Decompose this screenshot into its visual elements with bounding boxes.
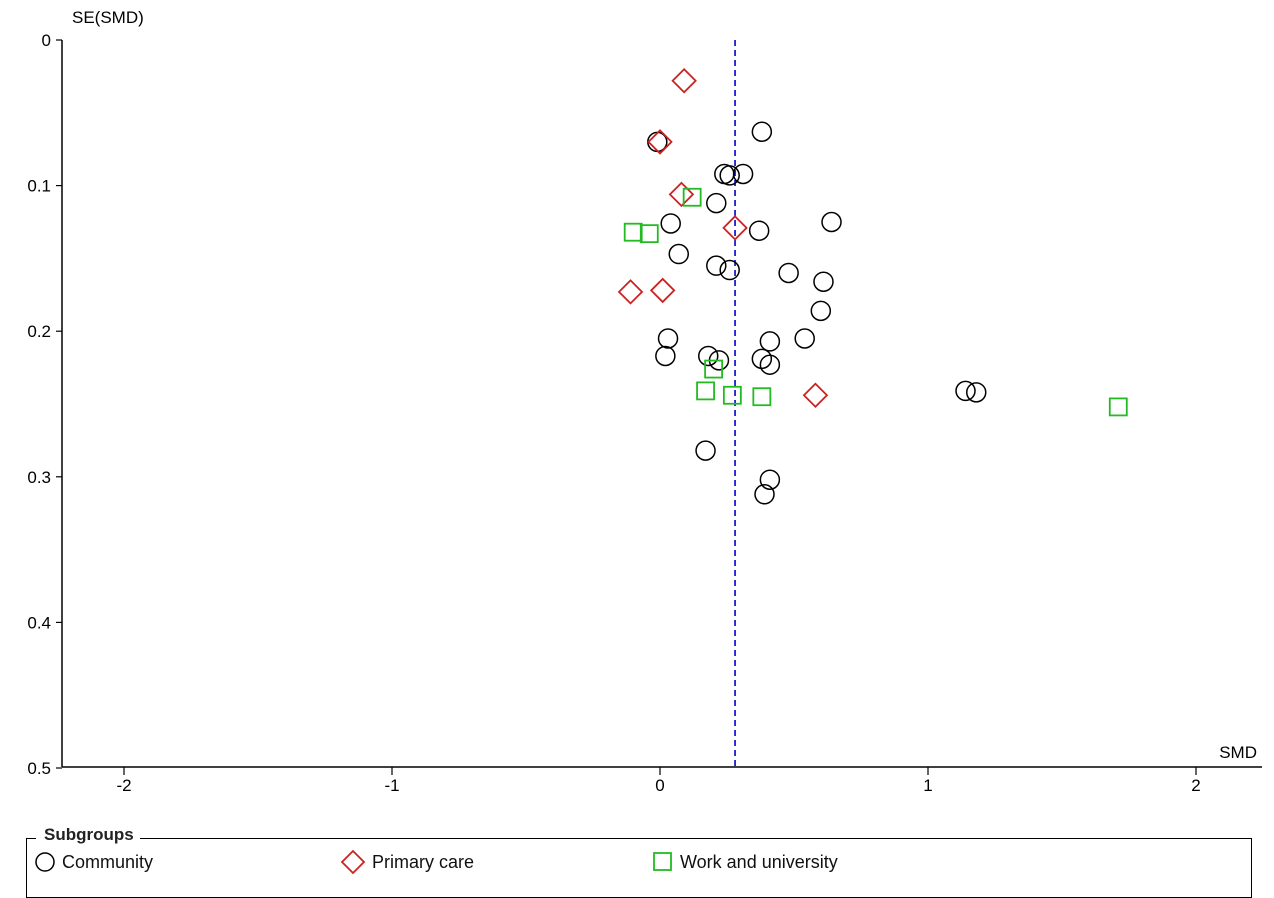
point-community [810, 300, 832, 322]
diamond-marker-icon [340, 849, 366, 875]
y-tick-label: 0 [42, 31, 51, 50]
point-community [759, 331, 781, 352]
point-community [748, 220, 770, 241]
point-community [719, 259, 740, 281]
square-marker-icon [653, 852, 672, 871]
point-work-and-university [696, 381, 715, 401]
point-community [794, 328, 815, 349]
point-community [813, 271, 834, 292]
legend-item-work-and-university: Work and university [652, 850, 838, 874]
y-axis-label: SE(SMD) [72, 8, 144, 27]
legend-item-primary-care: Primary care [340, 849, 475, 875]
y-tick-label: 0.4 [27, 613, 51, 632]
y-tick-label: 0.1 [27, 177, 51, 196]
point-community [732, 163, 754, 185]
x-tick-label: 2 [1191, 776, 1200, 795]
legend-title: Subgroups [36, 824, 140, 846]
data-points-layer [617, 67, 1128, 505]
point-community [754, 484, 775, 505]
x-tick-label: 0 [655, 776, 664, 795]
point-community [965, 382, 987, 403]
point-community [668, 243, 690, 265]
point-community [821, 211, 842, 233]
point-community [751, 121, 773, 142]
point-work-and-university [704, 359, 723, 379]
point-primary-care [671, 67, 697, 94]
point-primary-care [617, 279, 644, 305]
legend-item-community: Community [34, 850, 153, 874]
point-work-and-university [752, 387, 772, 407]
point-community [655, 345, 676, 367]
point-community [759, 354, 781, 375]
point-community [759, 469, 781, 490]
circle-marker-icon [35, 852, 55, 872]
point-work-and-university [1108, 397, 1128, 417]
x-axis-label: SMD [1219, 743, 1257, 762]
legend-label-work-and-university: Work and university [680, 851, 838, 872]
point-work-and-university [623, 222, 643, 242]
x-tick-label: -1 [384, 776, 399, 795]
point-community [657, 328, 679, 349]
point-community [706, 192, 727, 214]
point-primary-care [647, 129, 673, 155]
legend-label-primary-care: Primary care [372, 851, 475, 872]
x-tick-label: 1 [923, 776, 932, 795]
y-tick-label: 0.5 [27, 759, 51, 778]
x-tick-label: -2 [116, 776, 131, 795]
point-work-and-university [639, 224, 659, 244]
point-primary-care [802, 382, 829, 409]
point-work-and-university [722, 385, 742, 405]
legend [26, 838, 1252, 898]
axes: 0 0.1 0.2 0.3 0.4 0.5 -2 -1 0 1 2 [27, 31, 1262, 795]
point-community [697, 345, 719, 367]
y-tick-label: 0.3 [27, 468, 51, 487]
funnel-plot: 0 0.1 0.2 0.3 0.4 0.5 -2 -1 0 1 2 SE(SMD) SMD [27, 8, 1262, 795]
point-primary-care [668, 181, 695, 208]
point-primary-care [649, 277, 676, 304]
point-primary-care [722, 215, 748, 241]
point-work-and-university [682, 187, 702, 207]
legend-label-community: Community [62, 851, 154, 872]
point-community [778, 262, 799, 284]
point-community [955, 380, 976, 402]
point-community [660, 213, 681, 234]
point-community [706, 255, 727, 276]
y-tick-label: 0.2 [27, 322, 51, 341]
point-community [719, 165, 740, 186]
point-community [695, 440, 716, 461]
